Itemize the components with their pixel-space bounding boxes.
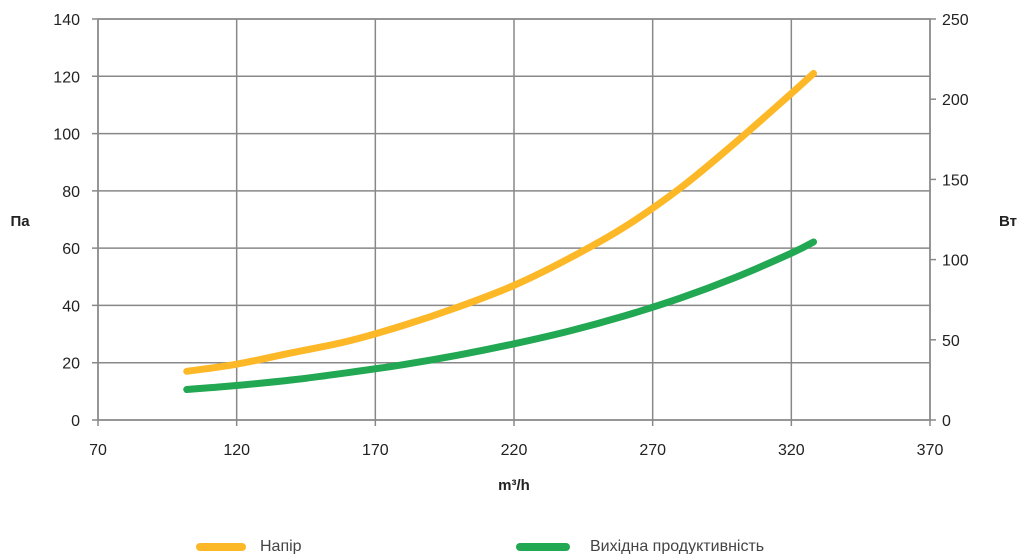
x-tick-label: 170 xyxy=(362,442,389,459)
x-tick-label: 320 xyxy=(778,442,805,459)
left-y-axis-ticks: 0 20 40 60 80 100 120 140 xyxy=(53,12,80,430)
left-y-tick-label: 140 xyxy=(53,12,80,29)
x-tick-label: 270 xyxy=(639,442,666,459)
right-y-tick-label: 0 xyxy=(942,413,951,430)
plot-area-frame xyxy=(97,18,931,421)
left-y-tick-label: 40 xyxy=(62,298,80,315)
x-tick-label: 370 xyxy=(917,442,944,459)
x-tick-label: 120 xyxy=(223,442,250,459)
series-line-1 xyxy=(183,238,818,394)
x-axis-title: m³/h xyxy=(498,477,530,494)
right-y-tick-label: 150 xyxy=(942,172,969,189)
left-y-tick-label: 60 xyxy=(62,241,80,258)
left-y-tick-label: 100 xyxy=(53,127,80,144)
grid xyxy=(92,18,936,426)
x-tick-label: 220 xyxy=(501,442,528,459)
left-y-tick-label: 20 xyxy=(62,356,80,373)
left-y-tick-label: 120 xyxy=(53,69,80,86)
legend-label-napir: Напір xyxy=(260,538,302,554)
x-tick-label: 70 xyxy=(89,442,107,459)
right-y-tick-label: 200 xyxy=(942,92,969,109)
series-layer xyxy=(183,69,818,394)
right-y-axis-title: Вт xyxy=(999,213,1017,230)
left-y-tick-label: 80 xyxy=(62,184,80,201)
right-y-tick-label: 250 xyxy=(942,12,969,29)
x-axis-ticks: 70 120 170 220 270 320 370 xyxy=(89,442,943,459)
left-y-tick-label: 0 xyxy=(71,413,80,430)
right-y-tick-label: 100 xyxy=(942,253,969,270)
right-y-axis-ticks: 0 50 100 150 200 250 xyxy=(942,12,969,430)
right-y-tick-label: 50 xyxy=(942,333,960,350)
legend: Напір Вихідна продуктивність xyxy=(196,538,764,554)
series-line-0 xyxy=(183,69,818,375)
legend-label-output: Вихідна продуктивність xyxy=(590,538,764,554)
left-y-axis-title: Па xyxy=(10,213,30,230)
